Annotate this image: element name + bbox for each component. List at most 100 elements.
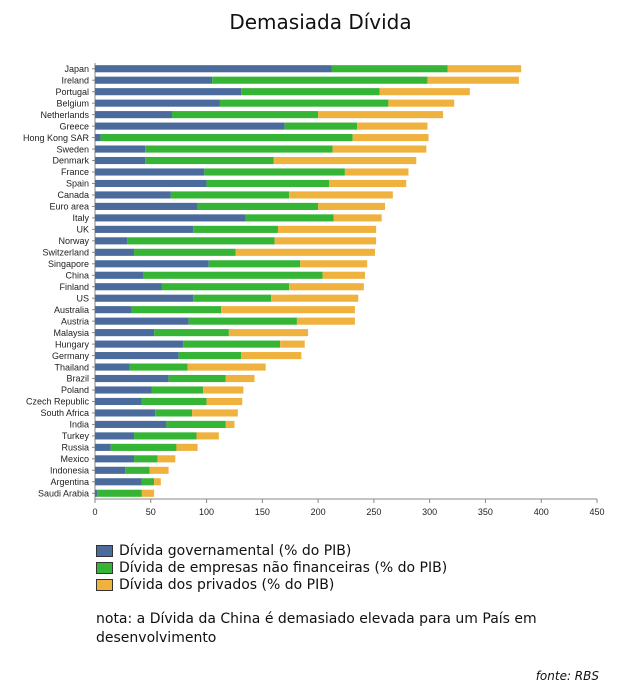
bar-household — [447, 65, 522, 73]
category-label: Poland — [61, 385, 89, 395]
legend-item-household: Dívida dos privados (% do PIB) — [96, 576, 447, 593]
bar-corporate — [97, 489, 142, 497]
bar-corporate — [134, 248, 236, 256]
bar-government — [95, 260, 209, 268]
category-label: Finland — [59, 282, 89, 292]
bar-household — [318, 202, 386, 210]
category-label: Thailand — [54, 362, 89, 372]
legend-swatch-household — [96, 578, 113, 591]
bar-government — [95, 111, 172, 119]
bar-government — [95, 191, 171, 199]
bar-household — [332, 145, 427, 153]
bar-corporate — [161, 283, 290, 291]
bar-government — [95, 237, 128, 245]
category-label: Argentina — [50, 477, 89, 487]
bar-corporate — [193, 294, 272, 302]
legend-item-government: Dívida governamental (% do PIB) — [96, 542, 447, 559]
bar-household — [241, 352, 302, 360]
category-label: Italy — [72, 213, 89, 223]
category-label: Ireland — [61, 75, 89, 85]
bar-household — [203, 386, 244, 394]
bar-corporate — [212, 76, 428, 84]
bar-corporate — [245, 214, 334, 222]
bar-household — [344, 168, 409, 176]
category-label: Germany — [52, 351, 90, 361]
category-label: Hungary — [55, 339, 90, 349]
bar-government — [95, 202, 198, 210]
x-tick-label: 200 — [311, 507, 326, 517]
bar-household — [274, 237, 377, 245]
category-label: Singapore — [48, 259, 89, 269]
bar-government — [95, 340, 184, 348]
bar-corporate — [208, 260, 301, 268]
category-label: Greece — [59, 121, 89, 131]
bar-corporate — [204, 168, 345, 176]
bar-government — [95, 397, 142, 406]
bar-government — [95, 145, 146, 153]
category-label: Czech Republic — [26, 397, 90, 407]
category-label: Malaysia — [53, 328, 89, 338]
bar-corporate — [178, 352, 242, 360]
bar-government — [95, 455, 135, 463]
bar-government — [95, 156, 146, 165]
category-label: Switzerland — [42, 248, 89, 258]
bar-household — [176, 443, 198, 451]
bar-household — [280, 340, 305, 348]
bar-government — [95, 134, 101, 142]
bar-government — [95, 374, 169, 383]
category-label: China — [65, 270, 89, 280]
category-label: Hong Kong SAR — [23, 133, 90, 143]
bar-household — [289, 191, 393, 199]
bar-household — [329, 179, 407, 188]
bar-corporate — [171, 111, 319, 119]
legend: Dívida governamental (% do PIB) Dívida d… — [96, 542, 447, 593]
chart-title: Demasiada Dívida — [229, 10, 412, 34]
category-label: Norway — [58, 236, 89, 246]
bar-household — [318, 111, 444, 119]
bar-corporate — [331, 65, 448, 73]
bar-household — [388, 99, 455, 107]
x-tick-label: 350 — [478, 507, 493, 517]
bar-corporate — [170, 191, 290, 199]
bar-government — [95, 420, 167, 428]
category-label: US — [76, 293, 89, 303]
bar-corporate — [110, 443, 177, 451]
bar-government — [95, 76, 213, 84]
bar-government — [95, 248, 135, 256]
bar-government — [95, 122, 285, 130]
bar-corporate — [129, 363, 188, 371]
bar-corporate — [141, 478, 155, 486]
bar-corporate — [125, 466, 150, 474]
bar-household — [289, 283, 364, 291]
bar-government — [95, 99, 220, 107]
legend-label-government: Dívida governamental (% do PIB) — [119, 542, 352, 559]
category-label: Netherlands — [40, 110, 89, 120]
bar-government — [95, 489, 98, 497]
bar-government — [95, 329, 155, 337]
x-tick-label: 450 — [589, 507, 604, 517]
bar-corporate — [166, 420, 226, 428]
bar-corporate — [145, 156, 274, 165]
bar-household — [141, 489, 155, 497]
bar-corporate — [219, 99, 389, 107]
category-label: Saudi Arabia — [38, 488, 89, 498]
x-tick-label: 0 — [92, 507, 97, 517]
bar-household — [271, 294, 359, 302]
category-label: Spain — [66, 179, 89, 189]
bar-corporate — [188, 317, 297, 325]
bar-corporate — [206, 179, 330, 188]
bar-corporate — [154, 329, 229, 337]
chart-source: fonte: RBS — [535, 669, 599, 683]
bar-household — [149, 466, 169, 474]
category-label: India — [69, 420, 89, 430]
category-label: Japan — [64, 64, 89, 74]
category-label: Turkey — [62, 431, 90, 441]
bar-government — [95, 317, 189, 325]
bar-corporate — [241, 88, 380, 96]
bar-government — [95, 271, 143, 279]
category-label: Sweden — [56, 144, 89, 154]
bar-household — [333, 214, 382, 222]
bar-government — [95, 352, 179, 360]
bar-corporate — [134, 455, 158, 463]
